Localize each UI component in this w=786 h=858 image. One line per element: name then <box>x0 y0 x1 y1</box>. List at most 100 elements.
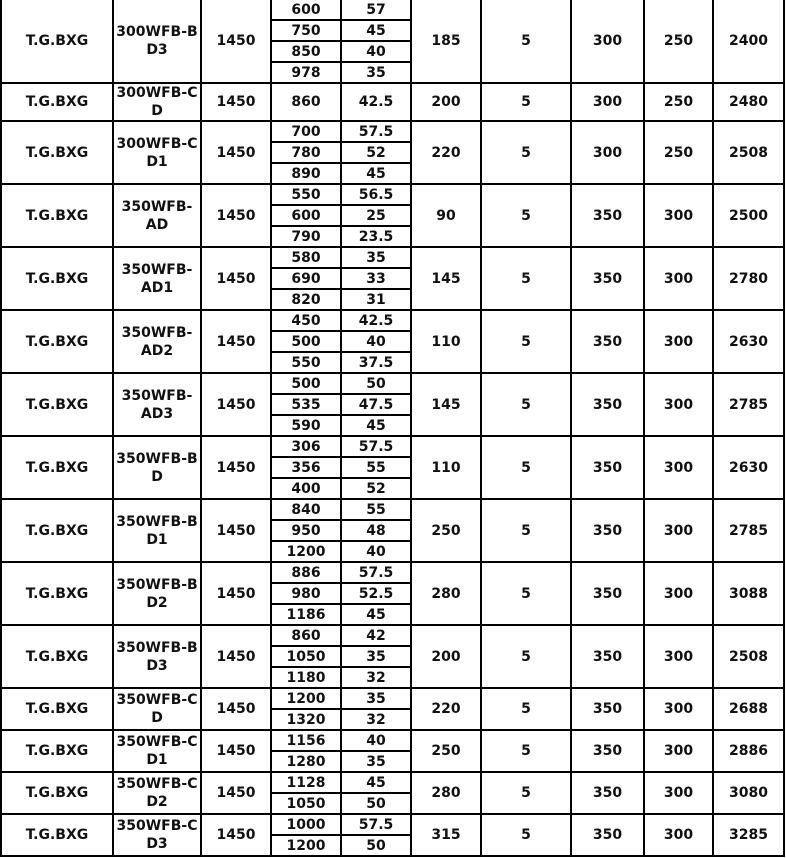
speed-cell: 1450 <box>200 309 272 374</box>
flow-cell: 1320 <box>270 708 342 731</box>
series-cell: T.G.BXG <box>0 309 114 374</box>
value-cell-c7: 5 <box>480 561 572 626</box>
head-cell: 35 <box>340 246 412 269</box>
model-line: 350WFB-B <box>116 639 198 656</box>
head-cell: 42.5 <box>340 82 412 122</box>
flow-cell: 886 <box>270 561 342 584</box>
head-cell: 23.5 <box>340 225 412 248</box>
value-cell-c7: 5 <box>480 246 572 311</box>
speed-cell: 1450 <box>200 561 272 626</box>
flow-cell: 890 <box>270 162 342 185</box>
value-cell-c7: 5 <box>480 372 572 437</box>
value-cell-c9: 300 <box>643 246 714 311</box>
value-cell-c6: 220 <box>410 687 482 731</box>
value-cell-c7: 5 <box>480 624 572 689</box>
speed-cell: 1450 <box>200 498 272 563</box>
model-cell: 300WFB-C D1 <box>112 120 202 185</box>
value-cell-c10: 3088 <box>712 561 785 626</box>
value-cell-c7: 5 <box>480 183 572 248</box>
model-line: 300WFB-C <box>116 135 198 152</box>
head-cell: 33 <box>340 267 412 290</box>
value-cell-c9: 300 <box>643 435 714 500</box>
value-cell-c7: 5 <box>480 120 572 185</box>
table-row: 1280 35 <box>1 750 784 773</box>
value-cell-c8: 350 <box>570 372 645 437</box>
head-cell: 45 <box>340 162 412 185</box>
table-row: T.G.BXG 300WFB-C D1 1450 700 57.5 220 5 300 250 25… <box>0 120 785 185</box>
head-cell: 48 <box>340 519 412 542</box>
head-cell: 55 <box>340 498 412 521</box>
flow-cell: 860 <box>270 624 342 647</box>
value-cell-c9: 300 <box>643 309 714 374</box>
model-line: 350WFB-C <box>116 818 198 834</box>
speed-cell: 1450 <box>200 246 272 311</box>
head-cell: 35 <box>340 645 412 668</box>
flow-cell: 790 <box>270 225 342 248</box>
model-line: AD3 <box>140 405 174 422</box>
flow-cell: 978 <box>270 61 342 84</box>
table-row: T.G.BXG 350WFB- AD1 1450 580 35 145 5 350 300 2780 <box>0 246 785 311</box>
value-cell-c9: 300 <box>643 183 714 248</box>
value-cell-c10: 2500 <box>712 183 785 248</box>
value-cell-c10: 2785 <box>712 372 785 437</box>
model-cell: 300WFB-C D <box>112 82 202 122</box>
table-row: 790 23.5 <box>1 225 784 248</box>
flow-cell: 600 <box>270 0 342 21</box>
value-cell-c8: 350 <box>570 246 645 311</box>
series-cell: T.G.BXG <box>0 771 114 815</box>
model-cell: 350WFB-B D1 <box>112 498 202 563</box>
flow-cell: 500 <box>270 372 342 395</box>
flow-cell: 690 <box>270 267 342 290</box>
series-cell: T.G.BXG <box>0 183 114 248</box>
flow-cell: 1200 <box>270 540 342 563</box>
flow-cell: 1200 <box>270 687 342 710</box>
value-cell-c8: 350 <box>570 183 645 248</box>
head-cell: 52.5 <box>340 582 412 605</box>
value-cell-c6: 250 <box>410 498 482 563</box>
flow-cell: 306 <box>270 435 342 458</box>
value-cell-c10: 2508 <box>712 624 785 689</box>
model-line: D3 <box>146 657 168 674</box>
value-cell-c7: 5 <box>480 0 572 84</box>
table-row: 356 55 <box>1 456 784 479</box>
table-row: 600 25 <box>1 204 784 227</box>
table-row: 820 31 <box>1 288 784 311</box>
value-cell-c8: 300 <box>570 82 645 122</box>
series-cell: T.G.BXG <box>0 0 114 84</box>
table-row: T.G.BXG 350WFB-B D3 1450 860 42 200 5 350 300 2508 <box>0 624 785 689</box>
value-cell-c9: 300 <box>643 498 714 563</box>
value-cell-c7: 5 <box>480 435 572 500</box>
flow-cell: 950 <box>270 519 342 542</box>
table-row: 980 52.5 <box>1 582 784 605</box>
flow-cell: 1000 <box>270 813 342 836</box>
model-cell: 350WFB-B D2 <box>112 561 202 626</box>
series-cell: T.G.BXG <box>0 246 114 311</box>
speed-cell: 1450 <box>200 687 272 731</box>
head-cell: 57.5 <box>340 435 412 458</box>
flow-cell: 356 <box>270 456 342 479</box>
flow-cell: 1180 <box>270 666 342 689</box>
head-cell: 25 <box>340 204 412 227</box>
model-cell: 350WFB- AD <box>112 183 202 248</box>
head-cell: 35 <box>340 687 412 710</box>
model-line: D1 <box>146 752 168 768</box>
value-cell-c7: 5 <box>480 498 572 563</box>
series-cell: T.G.BXG <box>0 624 114 689</box>
speed-cell: 1450 <box>200 120 272 185</box>
value-cell-c10: 2480 <box>712 82 785 122</box>
value-cell-c6: 145 <box>410 246 482 311</box>
model-line: 350WFB-C <box>116 734 198 750</box>
value-cell-c6: 200 <box>410 624 482 689</box>
model-line: 350WFB-C <box>116 692 198 708</box>
value-cell-c9: 300 <box>643 372 714 437</box>
table-row: 1200 50 <box>1 834 784 857</box>
model-line: 350WFB- <box>121 198 193 215</box>
value-cell-c10: 2400 <box>712 0 785 84</box>
series-cell: T.G.BXG <box>0 435 114 500</box>
flow-cell: 400 <box>270 477 342 500</box>
model-line: 350WFB- <box>121 324 193 341</box>
model-cell: 350WFB- AD2 <box>112 309 202 374</box>
value-cell-c7: 5 <box>480 309 572 374</box>
head-cell: 40 <box>340 40 412 63</box>
